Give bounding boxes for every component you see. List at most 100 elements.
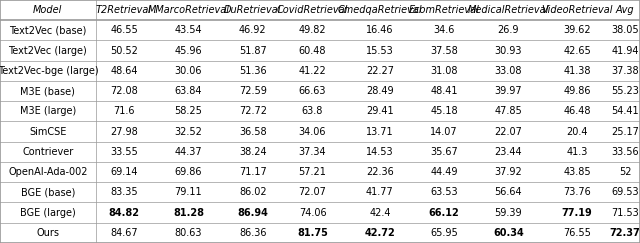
Text: 47.85: 47.85 bbox=[495, 106, 522, 116]
Text: 41.22: 41.22 bbox=[299, 66, 326, 76]
Text: 58.25: 58.25 bbox=[175, 106, 202, 116]
Text: 22.07: 22.07 bbox=[495, 127, 522, 137]
Text: 63.53: 63.53 bbox=[430, 187, 458, 197]
Text: 72.07: 72.07 bbox=[299, 187, 326, 197]
Text: 57.21: 57.21 bbox=[299, 167, 326, 177]
Text: 51.36: 51.36 bbox=[239, 66, 266, 76]
Text: 34.06: 34.06 bbox=[299, 127, 326, 137]
Text: 59.39: 59.39 bbox=[495, 208, 522, 218]
Text: 81.75: 81.75 bbox=[297, 228, 328, 238]
Text: 41.38: 41.38 bbox=[563, 66, 591, 76]
Text: 23.44: 23.44 bbox=[495, 147, 522, 157]
Text: 38.24: 38.24 bbox=[239, 147, 266, 157]
Text: 72.59: 72.59 bbox=[239, 86, 267, 96]
Text: 84.67: 84.67 bbox=[110, 228, 138, 238]
Text: 22.27: 22.27 bbox=[366, 66, 394, 76]
Text: 26.9: 26.9 bbox=[498, 25, 519, 35]
Text: 46.92: 46.92 bbox=[239, 25, 266, 35]
Text: 20.4: 20.4 bbox=[566, 127, 588, 137]
Text: 15.53: 15.53 bbox=[366, 46, 394, 56]
Text: 83.35: 83.35 bbox=[110, 187, 138, 197]
Text: 32.52: 32.52 bbox=[175, 127, 202, 137]
Text: 37.58: 37.58 bbox=[430, 46, 458, 56]
Text: 81.28: 81.28 bbox=[173, 208, 204, 218]
Text: Contriever: Contriever bbox=[22, 147, 74, 157]
Text: 76.55: 76.55 bbox=[563, 228, 591, 238]
Text: EcomRetrieval: EcomRetrieval bbox=[409, 5, 479, 15]
Text: T2Retrieval: T2Retrieval bbox=[96, 5, 152, 15]
Text: BGE (base): BGE (base) bbox=[20, 187, 75, 197]
Text: 13.71: 13.71 bbox=[366, 127, 394, 137]
Text: 46.48: 46.48 bbox=[563, 106, 591, 116]
Text: 69.86: 69.86 bbox=[175, 167, 202, 177]
Text: 37.34: 37.34 bbox=[299, 147, 326, 157]
Text: Model: Model bbox=[33, 5, 63, 15]
Text: 69.14: 69.14 bbox=[110, 167, 138, 177]
Text: 37.92: 37.92 bbox=[495, 167, 522, 177]
Text: 14.07: 14.07 bbox=[430, 127, 458, 137]
Text: DuRetrieval: DuRetrieval bbox=[224, 5, 282, 15]
Text: 55.23: 55.23 bbox=[611, 86, 639, 96]
Text: 48.64: 48.64 bbox=[110, 66, 138, 76]
Text: 54.41: 54.41 bbox=[611, 106, 639, 116]
Text: 73.76: 73.76 bbox=[563, 187, 591, 197]
Text: 33.56: 33.56 bbox=[611, 147, 639, 157]
Text: VideoRetrieval: VideoRetrieval bbox=[541, 5, 613, 15]
Text: CovidRetrieval: CovidRetrieval bbox=[277, 5, 348, 15]
Text: 86.02: 86.02 bbox=[239, 187, 266, 197]
Text: 27.98: 27.98 bbox=[110, 127, 138, 137]
Text: M3E (large): M3E (large) bbox=[20, 106, 76, 116]
Text: MedicalRetrieval: MedicalRetrieval bbox=[468, 5, 549, 15]
Text: 74.06: 74.06 bbox=[299, 208, 326, 218]
Text: 37.38: 37.38 bbox=[611, 66, 639, 76]
Text: OpenAI-Ada-002: OpenAI-Ada-002 bbox=[8, 167, 88, 177]
Text: 69.53: 69.53 bbox=[611, 187, 639, 197]
Text: 43.85: 43.85 bbox=[563, 167, 591, 177]
Text: 42.4: 42.4 bbox=[369, 208, 390, 218]
Text: 30.06: 30.06 bbox=[175, 66, 202, 76]
Text: MMarcoRetrieval: MMarcoRetrieval bbox=[147, 5, 229, 15]
Text: 60.34: 60.34 bbox=[493, 228, 524, 238]
Text: 14.53: 14.53 bbox=[366, 147, 394, 157]
Text: 52: 52 bbox=[619, 167, 631, 177]
Text: 30.93: 30.93 bbox=[495, 46, 522, 56]
Text: SimCSE: SimCSE bbox=[29, 127, 67, 137]
Text: 72.08: 72.08 bbox=[110, 86, 138, 96]
Text: 41.3: 41.3 bbox=[566, 147, 588, 157]
Text: 71.6: 71.6 bbox=[113, 106, 135, 116]
Text: Text2Vec-bge (large): Text2Vec-bge (large) bbox=[0, 66, 98, 76]
Text: 80.63: 80.63 bbox=[175, 228, 202, 238]
Text: 38.05: 38.05 bbox=[611, 25, 639, 35]
Text: M3E (base): M3E (base) bbox=[20, 86, 76, 96]
Text: 63.84: 63.84 bbox=[175, 86, 202, 96]
Text: 34.6: 34.6 bbox=[433, 25, 455, 35]
Text: 45.18: 45.18 bbox=[430, 106, 458, 116]
Text: 65.95: 65.95 bbox=[430, 228, 458, 238]
Text: 44.37: 44.37 bbox=[175, 147, 202, 157]
Text: 36.58: 36.58 bbox=[239, 127, 266, 137]
Text: 49.82: 49.82 bbox=[299, 25, 326, 35]
Text: 22.36: 22.36 bbox=[366, 167, 394, 177]
Text: 41.77: 41.77 bbox=[366, 187, 394, 197]
Text: 42.65: 42.65 bbox=[563, 46, 591, 56]
Text: 35.67: 35.67 bbox=[430, 147, 458, 157]
Text: Avg: Avg bbox=[616, 5, 634, 15]
Text: 48.41: 48.41 bbox=[430, 86, 458, 96]
Text: 49.86: 49.86 bbox=[563, 86, 591, 96]
Text: 43.54: 43.54 bbox=[175, 25, 202, 35]
Text: 63.8: 63.8 bbox=[302, 106, 323, 116]
Text: 51.87: 51.87 bbox=[239, 46, 267, 56]
Text: 45.96: 45.96 bbox=[175, 46, 202, 56]
Text: 16.46: 16.46 bbox=[366, 25, 394, 35]
Text: 29.41: 29.41 bbox=[366, 106, 394, 116]
Text: 33.08: 33.08 bbox=[495, 66, 522, 76]
Text: 66.63: 66.63 bbox=[299, 86, 326, 96]
Text: 86.36: 86.36 bbox=[239, 228, 266, 238]
Text: CmedqaRetrieval: CmedqaRetrieval bbox=[337, 5, 422, 15]
Text: 41.94: 41.94 bbox=[611, 46, 639, 56]
Text: 60.48: 60.48 bbox=[299, 46, 326, 56]
Text: 71.17: 71.17 bbox=[239, 167, 267, 177]
Text: 79.11: 79.11 bbox=[175, 187, 202, 197]
Text: Ours: Ours bbox=[36, 228, 60, 238]
Text: 86.94: 86.94 bbox=[237, 208, 268, 218]
